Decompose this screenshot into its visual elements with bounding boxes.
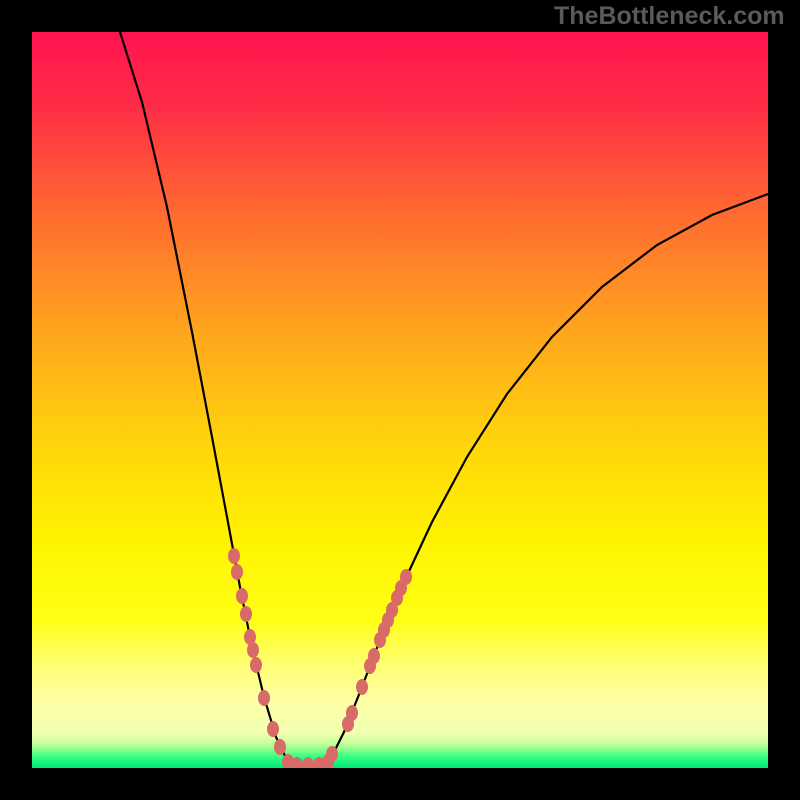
data-marker	[250, 657, 262, 673]
data-marker	[258, 690, 270, 706]
curve-right-branch	[324, 194, 768, 765]
data-marker	[247, 642, 259, 658]
watermark-text: TheBottleneck.com	[554, 2, 785, 31]
data-marker	[400, 569, 412, 585]
data-marker	[267, 721, 279, 737]
data-marker	[231, 564, 243, 580]
data-marker	[326, 746, 338, 762]
marker-group	[228, 548, 412, 768]
data-marker	[302, 757, 314, 768]
chart-svg	[32, 32, 768, 768]
curve-left-branch	[120, 32, 292, 765]
data-marker	[346, 705, 358, 721]
plot-area	[32, 32, 768, 768]
data-marker	[236, 588, 248, 604]
data-marker	[368, 648, 380, 664]
data-marker	[274, 739, 286, 755]
data-marker	[228, 548, 240, 564]
data-marker	[240, 606, 252, 622]
data-marker	[356, 679, 368, 695]
